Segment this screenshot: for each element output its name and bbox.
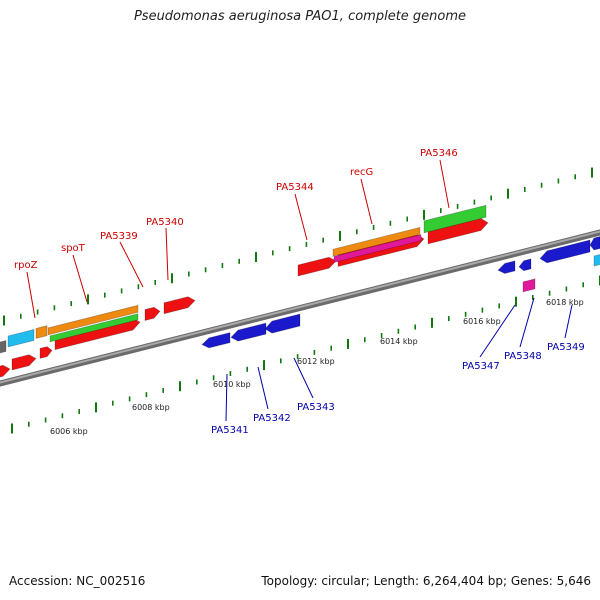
scale-label-6008: 6008 kbp — [132, 403, 170, 412]
gene-blue-6 — [539, 239, 591, 264]
gene-orange-2 — [47, 304, 139, 336]
gene-red-6 — [163, 296, 196, 315]
gene-magenta-1 — [333, 234, 422, 263]
gene-red-1 — [0, 364, 11, 378]
gene-label-PA5341[interactable]: PA5341 — [211, 425, 249, 436]
gene-cyan-2 — [593, 254, 600, 267]
leader-PA5340 — [165, 227, 169, 281]
gene-blue-4 — [497, 260, 516, 274]
reverse-scale-ticks — [11, 275, 600, 434]
gene-label-rpoZ[interactable]: rpoZ — [14, 260, 38, 271]
scale-label-6006: 6006 kbp — [50, 427, 88, 436]
map-title: Pseudomonas aeruginosa PAO1, complete ge… — [133, 9, 467, 24]
gene-features — [0, 204, 600, 378]
leader-recG — [360, 178, 373, 225]
leader-PA5348 — [519, 297, 535, 348]
leader-PA5343 — [293, 357, 314, 399]
gene-orange-3 — [332, 226, 421, 257]
gene-red-7 — [297, 256, 337, 277]
leader-PA5344 — [294, 193, 308, 241]
gene-label-PA5347[interactable]: PA5347 — [462, 361, 500, 372]
gene-red-5 — [144, 306, 161, 322]
gene-label-recG[interactable]: recG — [350, 167, 373, 178]
genome-backbone-highlight — [0, 230, 600, 384]
gene-red-2 — [11, 354, 37, 371]
leader-spoT — [72, 254, 88, 303]
leader-PA5349 — [564, 304, 573, 339]
leader-PA5346 — [439, 159, 450, 209]
label-leader-lines — [26, 159, 573, 422]
accession-text: Accession: NC_002516 — [9, 574, 146, 588]
scale-label-6010: 6010 kbp — [213, 380, 251, 389]
gene-cyan-1 — [7, 328, 35, 348]
gene-magenta-2 — [522, 278, 536, 293]
genome-summary-text: Topology: circular; Length: 6,264,404 bp… — [261, 574, 591, 588]
gene-orange-1 — [35, 325, 48, 339]
gene-label-PA5346[interactable]: PA5346 — [420, 148, 458, 159]
gene-label-PA5343[interactable]: PA5343 — [297, 402, 335, 413]
gene-grey-1 — [0, 339, 7, 354]
gene-blue-1 — [201, 332, 231, 349]
gene-green-1 — [49, 313, 139, 343]
gene-label-spoT[interactable]: spoT — [61, 243, 86, 254]
scale-label-6014: 6014 kbp — [380, 337, 418, 346]
gene-blue-5 — [518, 258, 532, 272]
gene-blue-7 — [589, 236, 600, 251]
scale-label-6016: 6016 kbp — [463, 317, 501, 326]
leader-rpoZ — [26, 271, 36, 319]
gene-label-PA5339[interactable]: PA5339 — [100, 231, 138, 242]
forward-scale-ticks — [3, 167, 593, 326]
scale-label-6018: 6018 kbp — [546, 298, 584, 307]
gene-label-PA5348[interactable]: PA5348 — [504, 351, 542, 362]
gene-green-2 — [423, 204, 487, 234]
leader-PA5339 — [119, 241, 144, 288]
leader-PA5347 — [479, 304, 516, 358]
gene-blue-2 — [230, 322, 267, 342]
leader-PA5341 — [225, 373, 228, 422]
gene-label-PA5349[interactable]: PA5349 — [547, 342, 585, 353]
gene-label-PA5342[interactable]: PA5342 — [253, 413, 291, 424]
leader-PA5342 — [257, 366, 269, 410]
gene-blue-3 — [264, 313, 301, 334]
gene-label-PA5340[interactable]: PA5340 — [146, 217, 184, 228]
gene-label-PA5344[interactable]: PA5344 — [276, 182, 314, 193]
gene-red-3 — [39, 346, 53, 359]
scale-label-6012: 6012 kbp — [297, 357, 335, 366]
